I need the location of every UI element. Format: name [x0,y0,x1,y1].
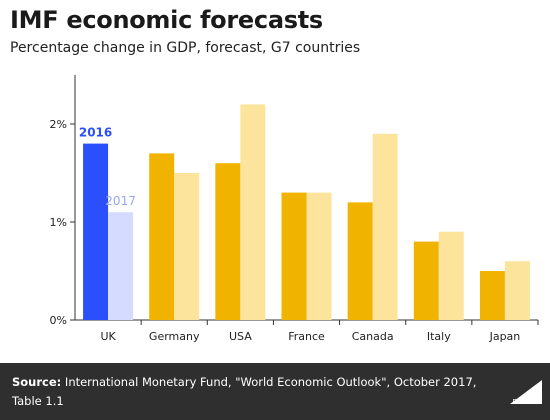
bar-2016-canada [347,202,373,320]
bar-chart: 0% 1% 2% UK 2016 2017 Germany USA France Canada It… [50,75,539,343]
x-tick-label: Canada [352,330,394,343]
bar-2016-france [281,192,307,320]
bar-2017-uk [108,212,134,320]
bar-2017-usa [240,104,266,321]
x-tick-label: Italy [427,330,451,343]
series-label-2017: 2017 [105,194,136,208]
x-tick-label: Germany [149,330,200,343]
chart-subtitle: Percentage change in GDP, forecast, G7 c… [10,40,361,56]
y-tick-label: 1% [50,216,67,229]
full-fact-logo-icon [510,380,542,404]
bar-2017-france [306,192,332,320]
x-tick-label: UK [100,330,116,343]
series-label-2016: 2016 [79,126,112,140]
bar-2017-japan [504,261,530,320]
bar-2017-canada [372,133,398,320]
y-tick-label: 2% [50,118,67,131]
x-tick-label: Japan [489,330,521,343]
bar-2016-uk [83,143,109,320]
x-tick-label: France [288,330,325,343]
chart-title: IMF economic forecasts [10,6,323,34]
bar-2017-germany [174,173,200,320]
bar-2016-italy [413,241,439,320]
source-footer: Source: International Monetary Fund, "Wo… [0,363,550,420]
bar-2016-japan [479,271,505,320]
x-tick-label: USA [229,330,252,343]
source-text: International Monetary Fund, "World Econ… [12,375,477,408]
bar-2016-germany [149,153,175,320]
bar-2016-usa [215,163,241,320]
y-tick-label: 0% [50,314,67,327]
source-label: Source: [12,375,62,389]
bar-2017-italy [438,231,464,320]
logo-text: Full Fact [512,398,541,406]
